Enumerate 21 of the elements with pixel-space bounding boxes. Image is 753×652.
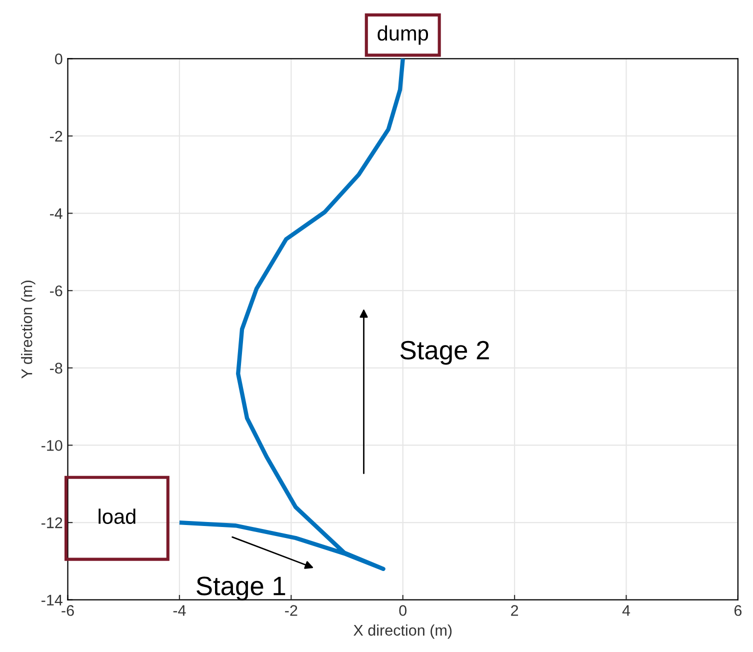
- annotation: Stage 2: [400, 340, 489, 365]
- y-tick-label: -14: [42, 594, 62, 606]
- x-tick-label: 4: [622, 605, 630, 616]
- y-tick-label: -6: [50, 285, 62, 296]
- annotation: dump: [378, 25, 428, 45]
- y-tick-label: -2: [50, 130, 62, 142]
- x-tick-label: 6: [734, 605, 742, 616]
- x-tick-label: -2: [285, 605, 298, 616]
- annotation: load: [98, 508, 136, 524]
- x-axis-title: X direction (m): [354, 624, 452, 639]
- y-tick-label: -12: [42, 517, 62, 528]
- x-tick-label: 2: [511, 605, 518, 616]
- annotation: Stage 1: [196, 576, 286, 601]
- y-tick-label: -4: [50, 208, 62, 219]
- x-tick-label: 0: [399, 605, 407, 616]
- x-tick-label: -6: [62, 605, 74, 616]
- y-tick-label: -10: [42, 440, 62, 451]
- y-axis-title: Y direction (m): [21, 280, 36, 378]
- y-tick-label: -8: [50, 362, 62, 374]
- x-tick-label: -4: [173, 605, 186, 616]
- y-tick-label: 0: [55, 54, 62, 64]
